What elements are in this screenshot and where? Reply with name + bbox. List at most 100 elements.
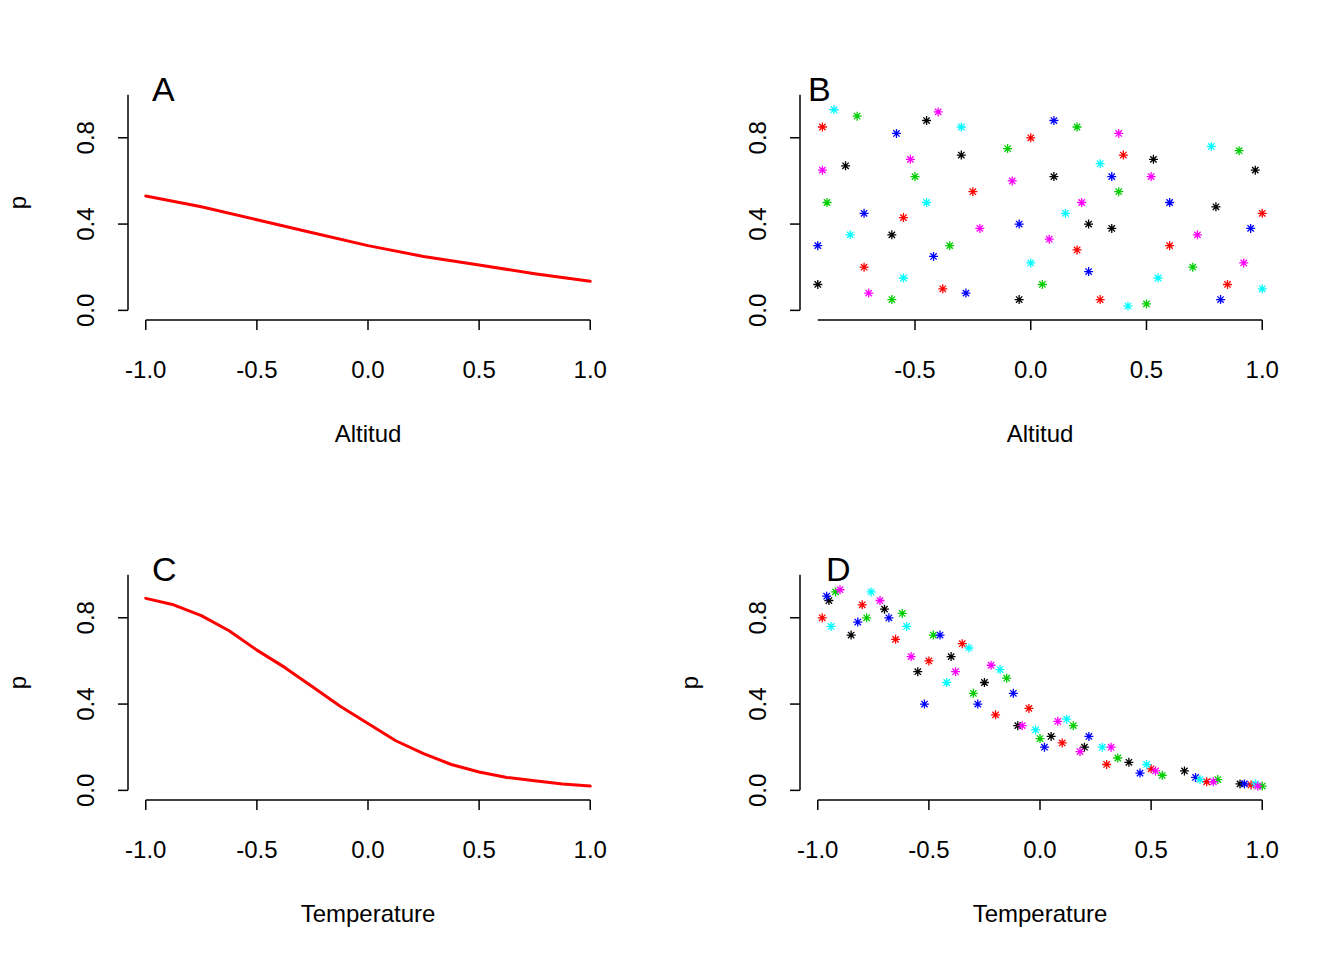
point [1073, 245, 1082, 254]
point [1061, 209, 1070, 218]
y-axis-line [127, 95, 129, 311]
point [975, 224, 984, 233]
y-tick-label: 0.8 [72, 121, 99, 154]
point [899, 274, 908, 283]
curve [146, 196, 590, 281]
point [1258, 209, 1267, 218]
point [942, 678, 951, 687]
point [1031, 725, 1040, 734]
point [1069, 721, 1078, 730]
point [922, 198, 931, 207]
point [1119, 151, 1128, 160]
point [1058, 738, 1067, 747]
point [867, 587, 876, 596]
point [924, 656, 933, 665]
y-tick-label: 0.4 [72, 207, 99, 240]
y-axis-title: p [4, 676, 31, 689]
plot-area [146, 598, 590, 786]
point [1015, 220, 1024, 229]
x-tick [928, 800, 930, 810]
x-tick [1146, 320, 1148, 330]
point [858, 600, 867, 609]
point [991, 710, 1000, 719]
point [1107, 224, 1116, 233]
point [1026, 133, 1035, 142]
point [947, 652, 956, 661]
y-tick-label: 0.0 [744, 294, 771, 327]
point [1211, 202, 1220, 211]
x-axis-line [818, 319, 1262, 321]
y-tick [790, 137, 800, 139]
point [1123, 302, 1132, 311]
point [1084, 732, 1093, 741]
point [1124, 758, 1133, 767]
point [1235, 146, 1244, 155]
point [1258, 284, 1267, 293]
x-axis-title: Temperature [973, 900, 1108, 927]
point [902, 622, 911, 631]
point [860, 209, 869, 218]
x-tick [478, 320, 480, 330]
panel: -1.0-0.50.00.51.00.00.40.8TemperaturepD [676, 550, 1279, 927]
panel-label: B [808, 70, 831, 108]
y-tick-label: 0.0 [744, 774, 771, 807]
point [1107, 743, 1116, 752]
panel: -0.50.00.51.00.00.40.8AltitudB [744, 70, 1279, 447]
point [922, 116, 931, 125]
y-tick [790, 703, 800, 705]
point [1188, 263, 1197, 272]
x-tick [1030, 320, 1032, 330]
point [1151, 766, 1160, 775]
x-tick-label: 0.0 [1014, 356, 1047, 383]
point [1036, 734, 1045, 743]
x-tick [367, 320, 369, 330]
point [1096, 159, 1105, 168]
point [1165, 198, 1174, 207]
point [951, 667, 960, 676]
x-tick [589, 800, 591, 810]
x-tick [817, 800, 819, 810]
point [822, 592, 831, 601]
point [1240, 779, 1249, 788]
point [880, 605, 889, 614]
point [936, 631, 945, 640]
figure: -1.0-0.50.00.51.00.00.40.8AltitudpA-0.50… [0, 0, 1344, 960]
point [1015, 295, 1024, 304]
point [934, 107, 943, 116]
point [847, 631, 856, 640]
point [1024, 704, 1033, 713]
point [1102, 760, 1111, 769]
point [1098, 743, 1107, 752]
point [813, 280, 822, 289]
point [818, 613, 827, 622]
point [1026, 258, 1035, 267]
point [1049, 116, 1058, 125]
point [841, 161, 850, 170]
point [884, 613, 893, 622]
point [1216, 295, 1225, 304]
panel-label: A [152, 70, 175, 108]
y-tick [790, 223, 800, 225]
point [1053, 717, 1062, 726]
y-tick [118, 223, 128, 225]
point [957, 151, 966, 160]
x-tick [256, 800, 258, 810]
point [1047, 732, 1056, 741]
point [1114, 129, 1123, 138]
point [968, 187, 977, 196]
point [1207, 142, 1216, 151]
point [1209, 777, 1218, 786]
y-axis-title: p [676, 676, 703, 689]
point [1253, 782, 1262, 791]
point [813, 241, 822, 250]
point [1096, 295, 1105, 304]
plot-area [818, 585, 1267, 790]
y-tick-label: 0.8 [72, 601, 99, 634]
panel-label: C [152, 550, 177, 588]
point [829, 105, 838, 114]
point [818, 122, 827, 131]
x-tick-label: 1.0 [574, 356, 607, 383]
point [980, 678, 989, 687]
y-tick [790, 790, 800, 792]
point [823, 198, 832, 207]
